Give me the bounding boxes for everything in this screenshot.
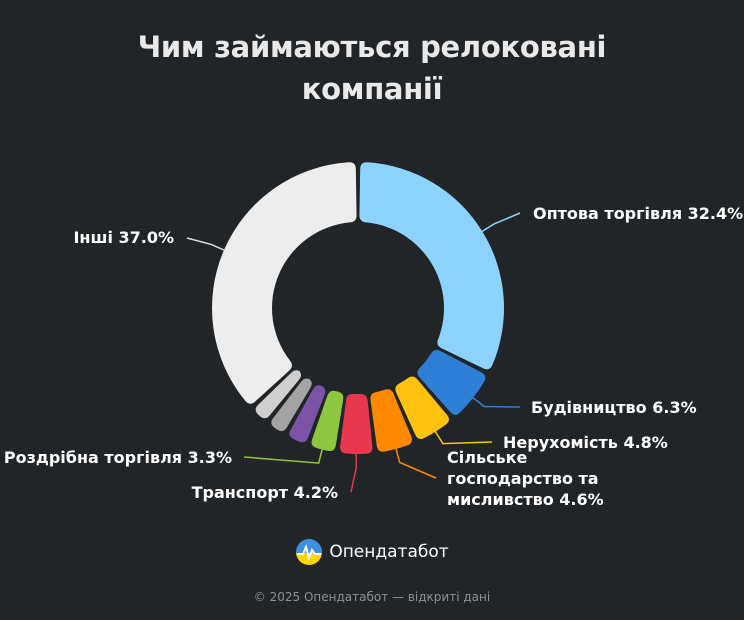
leader-line-5	[243, 447, 324, 464]
donut-slice-9	[211, 162, 357, 404]
slice-label-1: Будівництво 6.3%	[531, 398, 697, 417]
slice-label-5: Роздрібна торгівля 3.3%	[4, 448, 232, 467]
donut-slice-4	[340, 393, 373, 454]
leader-line-9	[186, 237, 227, 252]
chart-title-line-2: компанії	[301, 72, 443, 106]
leader-line-4	[350, 451, 357, 493]
slice-label-9: Інші 37.0%	[73, 228, 174, 247]
slice-label-3-line-0: Сільське	[447, 448, 528, 467]
leader-line-2	[433, 429, 493, 445]
slice-label-3-line-1: господарство та	[447, 469, 599, 488]
donut-slice-6	[289, 385, 326, 443]
donut-slice-1	[417, 349, 486, 415]
donut-slice-0	[359, 162, 504, 370]
donut-slice-5	[311, 390, 344, 452]
brand: Опендатабот	[0, 538, 744, 570]
leader-line-3	[394, 446, 437, 479]
opendatabot-logo-icon	[296, 539, 323, 565]
slice-label-4: Транспорт 4.2%	[192, 483, 338, 502]
leader-line-0	[480, 212, 521, 234]
donut-slice-3	[370, 389, 412, 452]
chart-title-line-1: Чим займаються релоковані	[137, 30, 607, 64]
leader-line-1	[471, 396, 521, 408]
footer-copyright: © 2025 Опендатабот — відкриті дані	[253, 590, 491, 604]
slice-label-2: Нерухомість 4.8%	[503, 433, 668, 452]
donut-slice-8	[255, 369, 302, 419]
donut-slice-7	[271, 378, 312, 432]
chart-title: Чим займаються релоковані компанії	[0, 26, 744, 110]
donut-slice-2	[395, 376, 449, 440]
slice-label-3: Сільське господарство та мисливство 4.6%	[447, 448, 604, 509]
brand-name: Опендатабот	[329, 542, 449, 562]
slice-label-0: Оптова торгівля 32.4%	[533, 204, 743, 223]
slice-label-3-line-2: мисливство 4.6%	[447, 490, 604, 509]
